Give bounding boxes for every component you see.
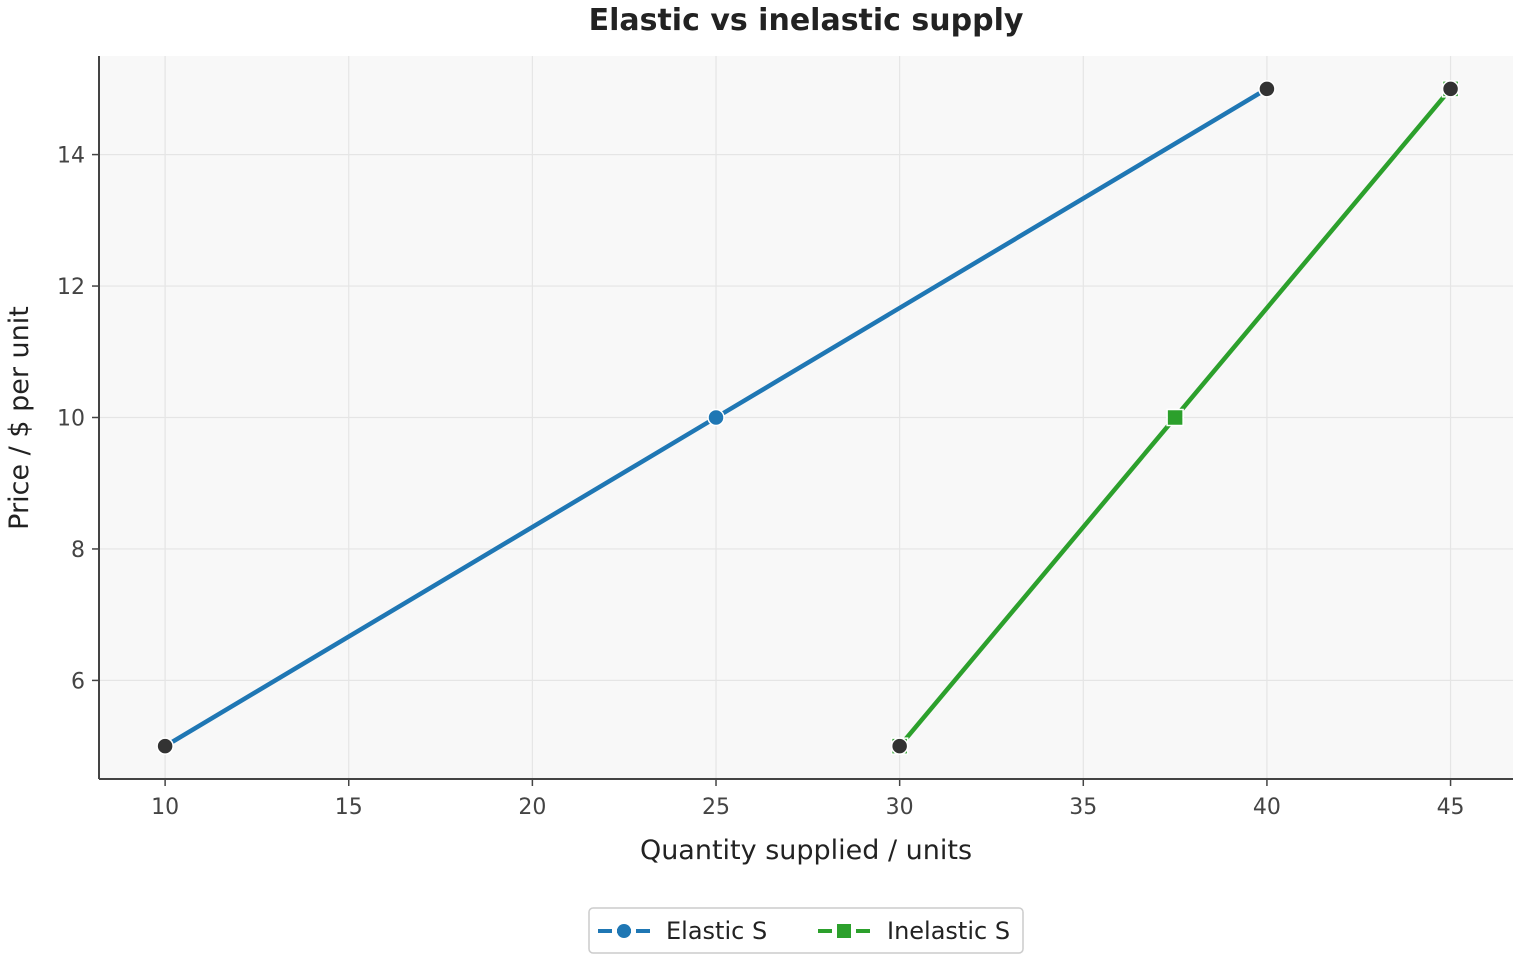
axes-layer: 10 15 20 25 30 35 40 45 6 8 10 12 14: [57, 56, 1513, 820]
y-tick-label: 14: [57, 144, 85, 169]
data-point-inelastic-s: [1166, 408, 1184, 427]
x-tick-label: 40: [1253, 795, 1281, 820]
legend-box: [588, 907, 1024, 954]
y-axis-title: Price / $ per unit: [4, 306, 35, 530]
endpoint-marker: [1441, 80, 1460, 98]
x-tick-label: 30: [886, 795, 914, 820]
data-point-elastic-s: [707, 408, 725, 427]
x-tick-label: 15: [335, 795, 363, 820]
x-tick-label: 20: [518, 795, 546, 820]
y-tick-label: 12: [57, 275, 85, 300]
highlight-layer: [156, 80, 1460, 755]
legend-item-inelastic: Inelastic S: [818, 917, 1010, 945]
chart-title: Elastic vs inelastic supply: [589, 3, 1024, 38]
endpoint-marker: [156, 737, 174, 755]
legend-marker-elastic: [617, 924, 631, 938]
legend-item-elastic: Elastic S: [598, 917, 767, 945]
legend-label-elastic: Elastic S: [666, 917, 767, 945]
grid-layer: [99, 56, 1513, 779]
x-tick-label: 10: [151, 795, 179, 820]
x-tick-label: 35: [1069, 795, 1097, 820]
x-tick-label: 25: [702, 795, 730, 820]
x-tick-label: 45: [1437, 795, 1465, 820]
x-axis-title: Quantity supplied / units: [640, 835, 972, 866]
legend-label-inelastic: Inelastic S: [887, 917, 1010, 945]
legend: Elastic S Inelastic S: [588, 907, 1024, 954]
endpoint-marker: [890, 737, 909, 755]
y-tick-label: 8: [71, 538, 85, 563]
y-tick-label: 6: [71, 669, 85, 694]
y-tick-label: 10: [57, 407, 85, 432]
endpoint-marker: [1258, 80, 1276, 98]
legend-marker-inelastic: [837, 924, 851, 938]
